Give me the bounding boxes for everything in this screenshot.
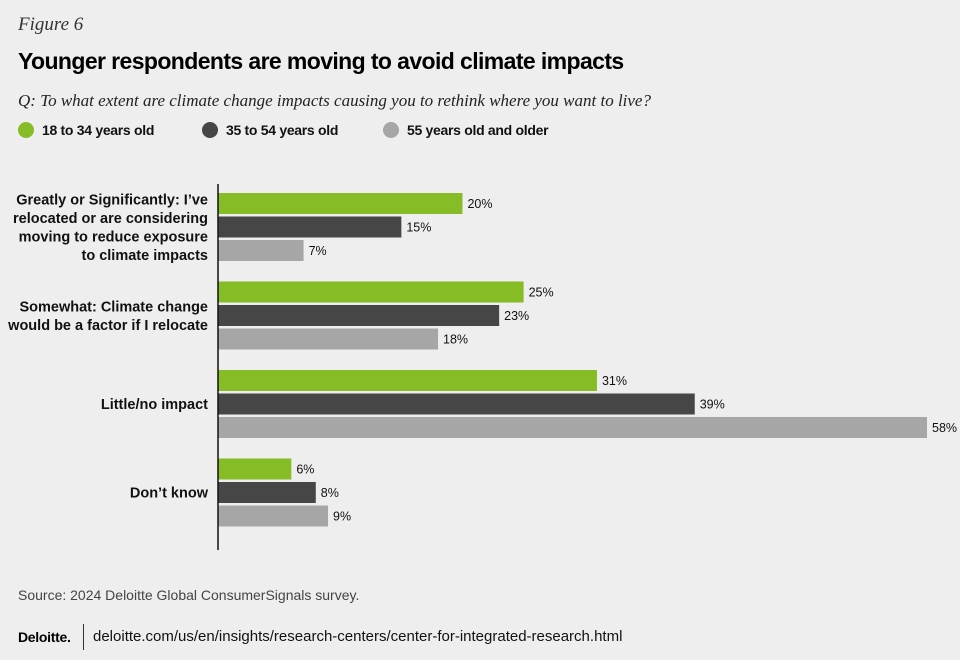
deloitte-logo: Deloitte.: [18, 629, 71, 645]
bar-1-1: [218, 305, 500, 326]
legend-swatch-55-plus: [383, 122, 399, 138]
value-label-0-2: 7%: [309, 244, 327, 258]
category-label-line: Don’t know: [130, 486, 209, 502]
bar-0-0: [218, 193, 463, 214]
category-label-1: Somewhat: Climate change would be a facto…: [7, 299, 208, 334]
legend-item-35-54: 35 to 54 years old: [202, 122, 338, 138]
value-label-2-0: 31%: [602, 374, 627, 388]
bar-chart: 20% 15% 7% 25%23% 18% 31% 39% 58% 6% 8% 9% Greatly…: [7, 184, 957, 550]
category-label-line: Greatly or Significantly: I’ve: [16, 192, 208, 208]
chart-title: Younger respondents are moving to avoid …: [18, 48, 624, 74]
legend-swatch-18-34: [18, 122, 34, 138]
bars-group: [218, 193, 927, 527]
value-label-0-1: 15%: [406, 221, 431, 235]
value-label-1-1: 23%: [504, 309, 529, 323]
category-label-0: Greatly or Significantly: I’ve relocated …: [13, 192, 208, 264]
bar-3-0: [218, 458, 292, 480]
legend-label-35-54: 35 to 54 years old: [226, 122, 339, 138]
category-label-2: Little/no impact: [101, 397, 208, 413]
value-label-3-2: 9%: [333, 510, 351, 524]
footer-divider: [83, 624, 84, 650]
category-label-line: moving to reduce exposure: [19, 229, 208, 245]
bar-0-2: [218, 240, 304, 261]
bar-2-2: [218, 417, 927, 438]
bar-1-2: [218, 328, 439, 350]
value-label-1-2: 18%: [443, 333, 468, 347]
value-labels-group: 20% 15% 7% 25%23% 18% 31% 39% 58% 6% 8% 9%: [296, 197, 957, 524]
value-label-2-1: 39%: [700, 398, 725, 412]
bar-2-1: [218, 393, 695, 415]
category-label-line: would be a factor if I relocate: [7, 318, 208, 334]
value-label-3-1: 8%: [321, 486, 339, 500]
legend-item-18-34: 18 to 34 years old: [18, 122, 154, 138]
value-label-0-0: 20%: [467, 197, 492, 211]
legend-label-18-34: 18 to 34 years old: [42, 122, 155, 138]
value-label-1-0: 25%: [529, 286, 554, 300]
category-label-line: to climate impacts: [81, 248, 208, 264]
legend-item-55-plus: 55 years old and older: [383, 122, 549, 138]
category-label-line: Little/no impact: [101, 397, 208, 413]
bar-3-2: [218, 505, 329, 527]
value-label-3-0: 6%: [296, 463, 314, 477]
bar-1-0: [218, 281, 524, 303]
survey-question: Q: To what extent are climate change imp…: [18, 91, 651, 110]
bar-2-0: [218, 370, 597, 391]
bar-3-1: [218, 482, 316, 503]
value-label-2-2: 58%: [932, 421, 957, 435]
category-label-line: Somewhat: Climate change: [19, 299, 208, 315]
category-label-line: relocated or are considering: [13, 211, 208, 227]
legend-label-55-plus: 55 years old and older: [407, 122, 549, 138]
figure-label: Figure 6: [18, 14, 84, 35]
category-labels-group: Greatly or Significantly: I’ve relocated …: [7, 192, 209, 501]
footer-url[interactable]: deloitte.com/us/en/insights/research-cen…: [93, 628, 623, 645]
source-note: Source: 2024 Deloitte Global ConsumerSig…: [18, 587, 360, 603]
bar-0-1: [218, 216, 402, 238]
legend-swatch-35-54: [202, 122, 218, 138]
category-label-3: Don’t know: [130, 486, 209, 502]
